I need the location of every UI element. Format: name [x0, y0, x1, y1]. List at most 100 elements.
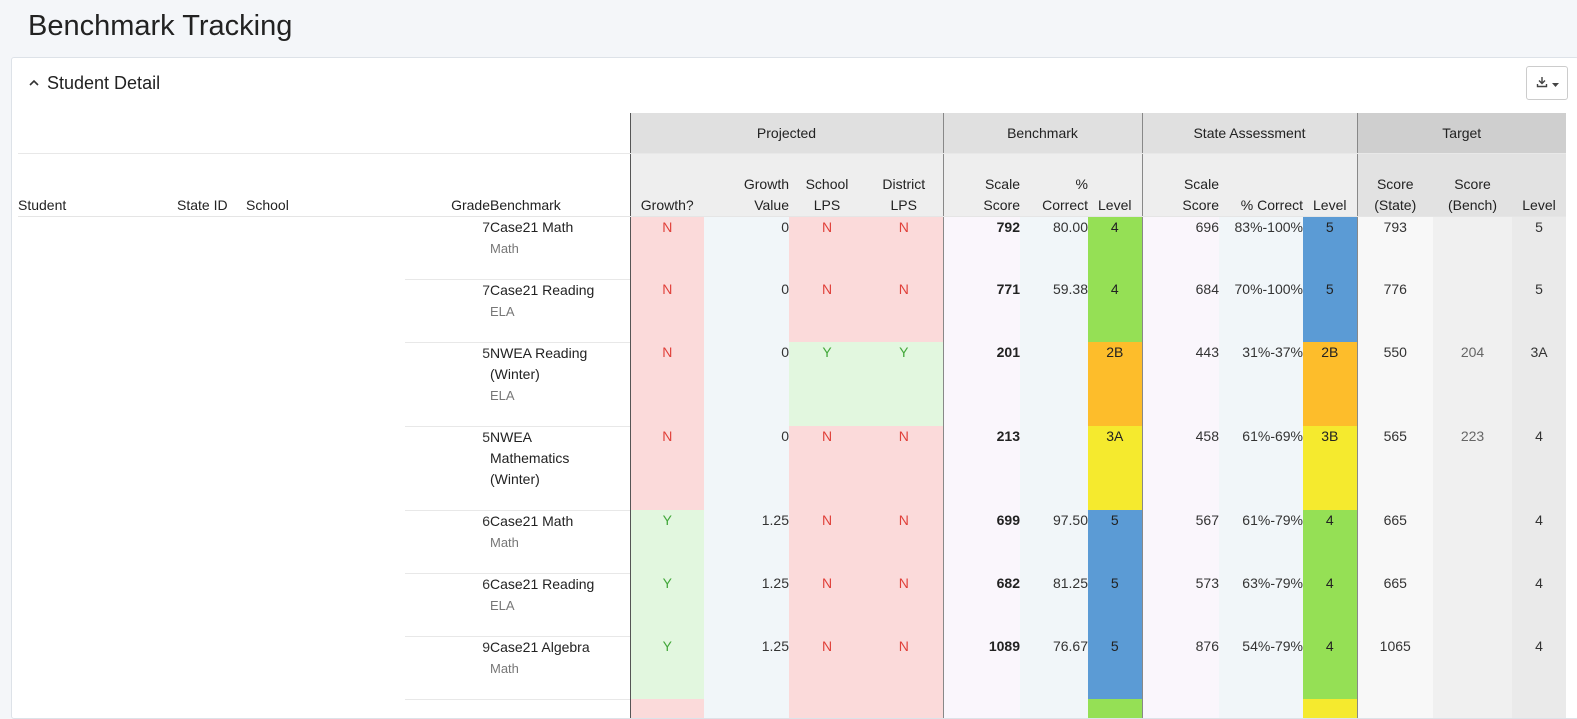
cell-tg-score-bench [1433, 699, 1512, 718]
cell-district-lps: N [865, 426, 943, 510]
col-state-id[interactable]: State ID [177, 153, 246, 217]
cell-student [18, 342, 177, 426]
benchmark-subject: ELA [490, 387, 515, 403]
cell-benchmark: NWEA Reading (Winter) ELA [490, 341, 630, 426]
col-student[interactable]: Student [18, 153, 177, 217]
cell-benchmark: NWEA Mathematics (Winter) [490, 425, 630, 510]
benchmark-subject: Math [490, 240, 519, 256]
cell-tg-score-state [1356, 699, 1433, 718]
cell-tg-level: 4 [1512, 510, 1566, 573]
col-st-pct-correct[interactable]: % Correct [1219, 153, 1303, 217]
cell-bm-scale-score [942, 699, 1020, 718]
cell-tg-level: 5 [1512, 216, 1566, 279]
cell-tg-score-state: 565 [1356, 426, 1433, 510]
cell-tg-score-bench [1433, 636, 1512, 699]
cell-state-id [177, 636, 246, 699]
col-district-lps[interactable]: District LPS [865, 153, 943, 217]
cell-state-id [177, 510, 246, 573]
benchmark-subject: Math [490, 534, 519, 550]
col-tg-score-bench[interactable]: Score (Bench) [1433, 153, 1512, 217]
benchmark-name-line: Case21 Math [490, 218, 574, 235]
cell-tg-level: 3A [1512, 342, 1566, 426]
cell-school [246, 342, 405, 426]
cell-state-id [177, 216, 246, 279]
table-row[interactable]: 6 Case21 Math Math Y 1.25 N N 699 97.50 5 567 61%-7… [18, 509, 1566, 573]
cell-grade [405, 698, 490, 718]
col-tg-level[interactable]: Level [1512, 153, 1566, 217]
col-school-lps[interactable]: School LPS [789, 153, 865, 217]
cell-growth: Y [629, 636, 704, 699]
cell-tg-score-state: 665 [1356, 573, 1433, 636]
col-benchmark[interactable]: Benchmark [490, 153, 630, 217]
cell-student [18, 699, 177, 718]
cell-growth-value: 0 [704, 279, 789, 342]
cell-state-id [177, 279, 246, 342]
page-title: Benchmark Tracking [28, 10, 293, 42]
table-row[interactable]: 5 NWEA Reading (Winter) ELA N 0 Y Y 201 2B 443 31%-… [18, 341, 1566, 426]
cell-bm-scale-score: 201 [942, 342, 1020, 426]
cell-tg-score-bench [1433, 279, 1512, 342]
cell-school [246, 510, 405, 573]
cell-st-level: 4 [1303, 573, 1357, 636]
col-bm-pct-correct[interactable]: % Correct [1020, 153, 1088, 217]
cell-grade: 7 [405, 215, 490, 279]
cell-benchmark: Case21 Reading ELA [490, 572, 630, 636]
download-icon [1536, 76, 1548, 91]
col-tg-score-state[interactable]: Score (State) [1356, 153, 1433, 217]
table-row[interactable]: 6 Case21 Reading ELA Y 1.25 N N 682 81.25 5 573 63%… [18, 572, 1566, 636]
table-row[interactable]: 7 Case21 Reading ELA N 0 N N 771 59.38 4 684 70%-10… [18, 278, 1566, 342]
table-row[interactable] [18, 698, 1566, 718]
cell-district-lps: N [865, 510, 943, 573]
cell-school-lps: N [789, 426, 865, 510]
chevron-up-icon[interactable] [26, 74, 42, 90]
benchmark-name-line: (Winter) [490, 470, 540, 487]
cell-bm-level: 5 [1088, 573, 1142, 636]
cell-st-scale-score: 876 [1141, 636, 1219, 699]
benchmark-subject: ELA [490, 597, 515, 613]
cell-school [246, 279, 405, 342]
cell-school [246, 216, 405, 279]
cell-st-scale-score [1141, 699, 1219, 718]
cell-bm-pct-correct: 76.67 [1020, 636, 1088, 699]
cell-st-scale-score: 696 [1141, 216, 1219, 279]
cell-tg-level: 4 [1512, 636, 1566, 699]
cell-st-level: 3B [1303, 426, 1357, 510]
cell-st-pct-correct: 54%-79% [1219, 636, 1303, 699]
benchmark-name-line: Mathematics [490, 449, 570, 466]
export-button[interactable] [1526, 66, 1568, 100]
col-growth-value[interactable]: Growth Value [704, 153, 789, 217]
cell-st-level: 4 [1303, 636, 1357, 699]
cell-benchmark: Case21 Math Math [490, 509, 630, 573]
column-group-row: Projected Benchmark State Assessment Tar… [18, 113, 1566, 154]
panel-header[interactable]: Student Detail [12, 58, 1577, 108]
table-row[interactable]: 7 Case21 Math Math N 0 N N 792 80.00 4 696 83%-100%… [18, 215, 1566, 279]
table-row[interactable]: 5 NWEA Mathematics (Winter) N 0 N N 213 3A 458 61%-… [18, 425, 1566, 510]
col-st-scale-score[interactable]: Scale Score [1141, 153, 1219, 217]
cell-st-scale-score: 458 [1141, 426, 1219, 510]
cell-school [246, 426, 405, 510]
cell-district-lps: N [865, 216, 943, 279]
cell-st-level [1303, 699, 1357, 718]
col-school[interactable]: School [246, 153, 405, 217]
group-projected: Projected [629, 113, 943, 154]
cell-school [246, 636, 405, 699]
cell-state-id [177, 342, 246, 426]
cell-school-lps: N [789, 279, 865, 342]
col-st-level[interactable]: Level [1303, 153, 1357, 217]
col-grade[interactable]: Grade [405, 153, 490, 217]
cell-growth: N [629, 279, 704, 342]
benchmark-subject: Math [490, 660, 519, 676]
group-target: Target [1356, 113, 1566, 154]
col-bm-scale-score[interactable]: Scale Score [942, 153, 1020, 217]
cell-student [18, 279, 177, 342]
cell-grade: 9 [405, 635, 490, 699]
cell-bm-level: 5 [1088, 636, 1142, 699]
cell-growth-value: 1.25 [704, 510, 789, 573]
cell-tg-level [1512, 699, 1566, 718]
cell-bm-scale-score: 771 [942, 279, 1020, 342]
cell-tg-score-state: 1065 [1356, 636, 1433, 699]
col-growth[interactable]: Growth? [629, 153, 704, 217]
cell-bm-level: 2B [1088, 342, 1142, 426]
col-bm-level[interactable]: Level [1088, 153, 1142, 217]
table-row[interactable]: 9 Case21 Algebra Math Y 1.25 N N 1089 76.67 5 876 5… [18, 635, 1566, 699]
